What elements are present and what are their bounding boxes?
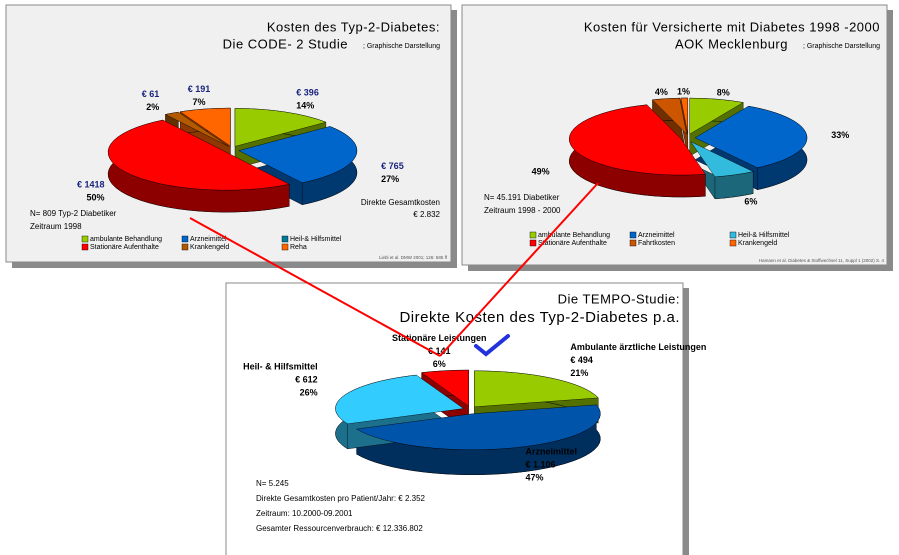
slice [680, 97, 688, 135]
legend-label: Heil-& Hilfsmittel [738, 232, 790, 239]
note: N= 5.245 [256, 479, 289, 488]
amount-label: € 612 [295, 374, 318, 384]
amount-label: € 494 [570, 355, 593, 365]
slice-name: Heil- & Hilfsmittel [243, 361, 318, 371]
slice [421, 369, 469, 407]
note: N= 45.191 Diabetiker [484, 193, 560, 202]
slice [107, 119, 290, 191]
slice-label: 49% [532, 166, 550, 176]
charts: Kosten des Typ-2-Diabetes: Die CODE- 2 St… [30, 19, 884, 533]
note: Zeitraum 1998 [30, 222, 82, 231]
legend-label: Reha [290, 244, 307, 251]
legend-label: Arzneimittel [638, 232, 675, 239]
legend-swatch [729, 231, 737, 239]
slice [689, 97, 744, 135]
legend-swatch [81, 243, 89, 251]
amount-label: € 61 [142, 89, 160, 99]
slice-label: 6% [744, 197, 757, 207]
slice-label: 14% [296, 100, 314, 110]
amount-label: € 191 [188, 84, 211, 94]
slice [690, 141, 754, 178]
slice [234, 108, 327, 147]
chart-title: Kosten des Typ-2-Diabetes: [267, 19, 440, 34]
slice-label: 21% [570, 368, 588, 378]
slice-label: 50% [86, 192, 104, 202]
chart-title: Die TEMPO-Studie: [558, 291, 680, 306]
slice-label: 2% [146, 102, 159, 112]
slice [569, 104, 706, 176]
slice-label: 4% [655, 87, 668, 97]
slice-name: Arzneimittel [525, 447, 577, 457]
legend-label: ambulante Behandlung [90, 236, 162, 243]
check-mark [474, 334, 510, 357]
legend-swatch [629, 231, 637, 239]
legend-label: Heil-& Hilfsmittel [290, 236, 342, 243]
slice-name: Ambulante ärztliche Leistungen [570, 342, 706, 352]
slice-label: 6% [433, 359, 446, 369]
legend-swatch [729, 239, 737, 247]
connector-line [439, 182, 599, 357]
chart-title: Die CODE- 2 Studie [223, 36, 348, 51]
chart-subtitle: Direkte Kosten des Typ-2-Diabetes p.a. [399, 309, 680, 326]
legend-swatch [81, 235, 89, 243]
slice-label: 33% [831, 130, 849, 140]
legend-swatch [281, 243, 289, 251]
slice [651, 97, 688, 135]
legend-label: Arzneimittel [190, 236, 227, 243]
legend-swatch [181, 243, 189, 251]
chart-title: AOK Mecklenburg [675, 36, 788, 51]
slice-name: Stationäre Leistungen [392, 333, 487, 343]
note: Direkte Gesamtkosten pro Patient/Jahr: €… [256, 494, 426, 503]
total-note: € 2.832 [413, 210, 440, 219]
slice [335, 374, 465, 425]
slice-label: 26% [300, 387, 318, 397]
slice [179, 107, 231, 147]
slice [355, 404, 601, 450]
note: Zeitraum 1998 - 2000 [484, 206, 561, 215]
legend-label: ambulante Behandlung [538, 232, 610, 239]
chart-title: Kosten für Versicherte mit Diabetes 1998… [584, 19, 880, 34]
slice [164, 111, 229, 147]
connector-line [189, 217, 441, 357]
note: N= 809 Typ-2 Diabetiker [30, 209, 117, 218]
legend-swatch [529, 231, 537, 239]
chart-subtitle: ; Graphische Darstellung [803, 43, 880, 50]
source: Liebl et al. DMW 2001; 126: 585 ff [379, 255, 448, 260]
legend-swatch [281, 235, 289, 243]
legend-swatch [629, 239, 637, 247]
source: Hamann et al. Diabetes & Stoffwechsel 11… [759, 258, 885, 263]
legend-label: Krankengeld [738, 240, 777, 247]
legend-swatch [529, 239, 537, 247]
slice-label: 8% [717, 88, 730, 98]
amount-label: € 396 [296, 87, 319, 97]
chart-subtitle: ; Graphische Darstellung [363, 43, 440, 50]
total-note: Direkte Gesamtkosten [361, 198, 440, 207]
note: Zeitraum: 10.2000-09.2001 [256, 509, 353, 518]
legend-label: Krankengeld [190, 244, 229, 251]
slice [238, 126, 358, 183]
legend-label: Stationäre Aufenthalte [538, 240, 607, 247]
slice-label: 7% [193, 97, 206, 107]
amount-label: € 141 [428, 346, 451, 356]
amount-label: € 765 [381, 161, 404, 171]
legend-label: Stationäre Aufenthalte [90, 244, 159, 251]
slice-label: 1% [677, 86, 690, 96]
legend-swatch [181, 235, 189, 243]
legend-label: Fahrtkosten [638, 240, 675, 247]
amount-label: € 1418 [77, 179, 105, 189]
slice [694, 105, 808, 168]
slice [474, 370, 599, 408]
note: Gesamter Ressourcenverbrauch: € 12.336.8… [256, 524, 423, 533]
slice-label: 27% [381, 174, 399, 184]
slice-label: 47% [525, 473, 543, 483]
amount-label: € 1.106 [525, 460, 555, 470]
